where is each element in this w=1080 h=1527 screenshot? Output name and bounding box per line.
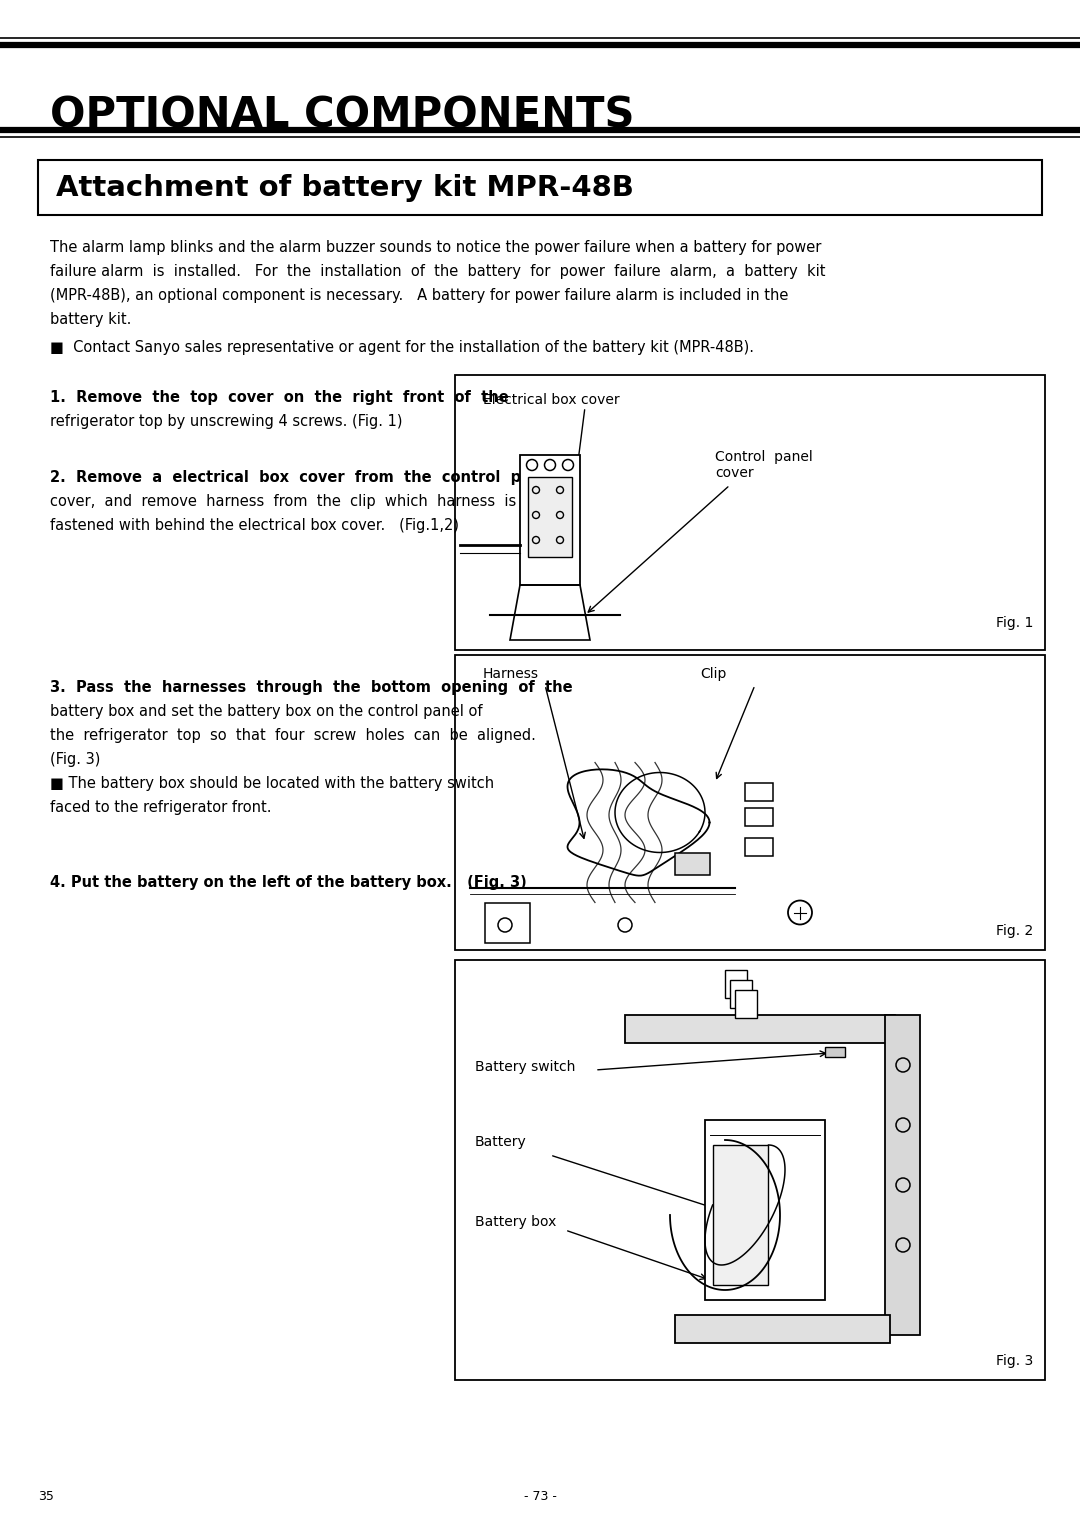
Text: battery kit.: battery kit. [50,312,132,327]
Bar [455,376,1045,651]
Text: fastened with behind the electrical box cover.   (Fig.1,2): fastened with behind the electrical box … [50,518,459,533]
Text: 35: 35 [38,1490,54,1503]
Bar [625,1015,895,1043]
Text: 4. Put the battery on the left of the battery box.   (Fig. 3): 4. Put the battery on the left of the ba… [50,875,527,890]
Bar [725,970,747,999]
Text: Battery switch: Battery switch [475,1060,576,1073]
Text: Harness: Harness [483,667,539,681]
Bar [825,1048,845,1057]
Text: Electrical box cover: Electrical box cover [483,392,620,408]
Text: Attachment of battery kit MPR-48B: Attachment of battery kit MPR-48B [56,174,634,202]
Text: Fig. 3: Fig. 3 [996,1354,1032,1368]
Bar [885,1015,920,1335]
Text: the  refrigerator  top  so  that  four  screw  holes  can  be  aligned.: the refrigerator top so that four screw … [50,728,536,744]
Text: Battery box: Battery box [475,1215,556,1229]
Text: failure alarm  is  installed.   For  the  installation  of  the  battery  for  p: failure alarm is installed. For the inst… [50,264,825,279]
Bar [455,960,1045,1380]
Text: cover,  and  remove  harness  from  the  clip  which  harness  is: cover, and remove harness from the clip … [50,495,516,508]
Text: 3.  Pass  the  harnesses  through  the  bottom  opening  of  the: 3. Pass the harnesses through the bottom… [50,680,572,695]
Text: - 73 -: - 73 - [524,1490,556,1503]
Text: Fig. 1: Fig. 1 [996,615,1032,631]
Text: refrigerator top by unscrewing 4 screws. (Fig. 1): refrigerator top by unscrewing 4 screws.… [50,414,403,429]
Bar [675,1315,890,1344]
Text: ■  Contact Sanyo sales representative or agent for the installation of the batte: ■ Contact Sanyo sales representative or … [50,341,754,354]
Bar [485,902,530,942]
Text: (MPR-48B), an optional component is necessary.   A battery for power failure ala: (MPR-48B), an optional component is nece… [50,289,788,302]
Text: (Fig. 3): (Fig. 3) [50,751,100,767]
Text: Control  panel
cover: Control panel cover [715,450,813,479]
Bar [745,808,773,826]
Text: battery box and set the battery box on the control panel of: battery box and set the battery box on t… [50,704,483,719]
Text: OPTIONAL COMPONENTS: OPTIONAL COMPONENTS [50,95,635,137]
Bar [730,980,752,1008]
Bar [38,160,1042,215]
Bar [675,852,710,875]
Text: ■ The battery box should be located with the battery switch: ■ The battery box should be located with… [50,776,495,791]
Bar [735,989,757,1019]
Text: 2.  Remove  a  electrical  box  cover  from  the  control  panel: 2. Remove a electrical box cover from th… [50,470,556,486]
Bar [745,837,773,855]
Bar [713,1145,768,1286]
Text: 1.  Remove  the  top  cover  on  the  right  front  of  the: 1. Remove the top cover on the right fro… [50,389,509,405]
Text: faced to the refrigerator front.: faced to the refrigerator front. [50,800,271,815]
Bar [705,1119,825,1299]
Text: Battery: Battery [475,1135,527,1148]
Text: The alarm lamp blinks and the alarm buzzer sounds to notice the power failure wh: The alarm lamp blinks and the alarm buzz… [50,240,822,255]
Text: Clip: Clip [700,667,727,681]
Bar [519,455,580,585]
Bar [745,782,773,800]
Bar [528,476,572,557]
Text: Fig. 2: Fig. 2 [996,924,1032,938]
Bar [455,655,1045,950]
